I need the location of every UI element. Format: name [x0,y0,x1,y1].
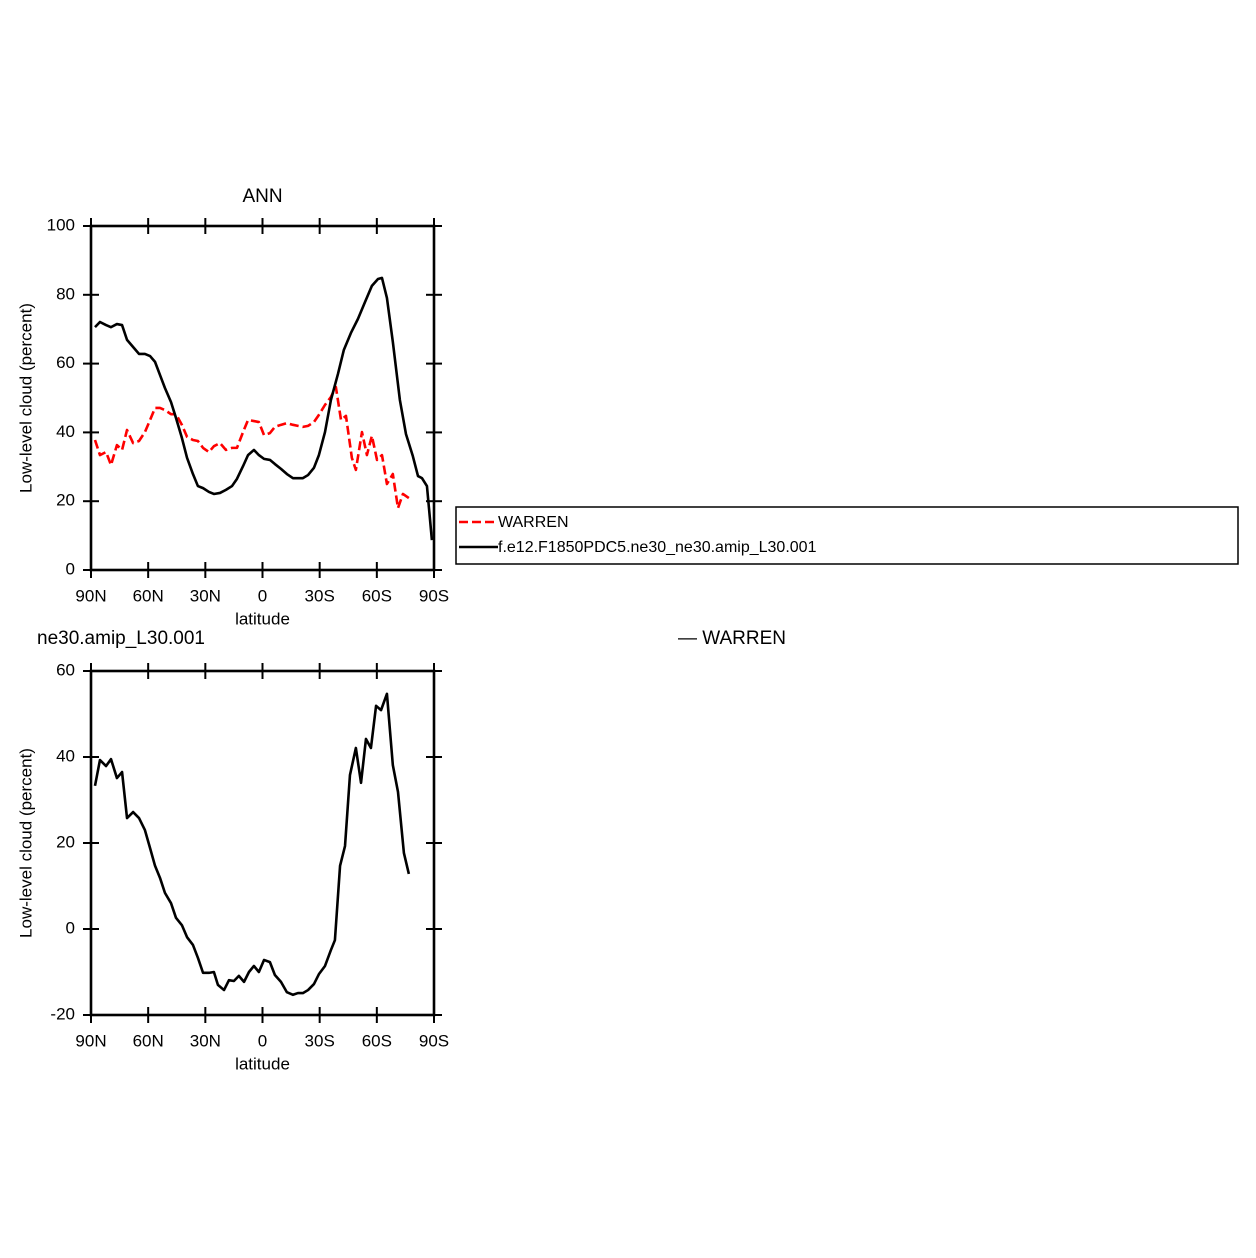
legend-label: WARREN [498,514,569,531]
x-tick-label: 30N [190,586,221,605]
x-tick-label: 30S [305,1031,335,1050]
y-tick-label: 40 [56,746,75,765]
y-tick-label: 100 [47,215,75,234]
data-line [93,692,411,997]
x-axis-label: latitude [235,609,290,628]
y-tick-label: 0 [66,918,75,937]
x-tick-label: 90S [419,1031,449,1050]
x-tick-label: 90N [75,1031,106,1050]
y-tick-label: 40 [56,422,75,441]
legend-box [455,506,1239,565]
x-tick-label: 90S [419,586,449,605]
chart-title: ne30.amip_L30.001 [37,628,205,649]
x-tick-label: 90N [75,586,106,605]
legend-label: f.e12.F1850PDC5.ne30_ne30.amip_L30.001 [498,539,817,556]
y-tick-label: 80 [56,284,75,303]
plot: ANN 0 20 40 60 80 100 90N 60N 30N 0 30S 60S 90S latitu… [16,186,449,628]
plot: ne30.amip_L30.001 — WARREN -20 0 20 40 60 90N 60… [16,628,786,1073]
x-tick-label: 60N [133,1031,164,1050]
x-tick-label: 0 [258,1031,267,1050]
y-tick-label: 60 [56,660,75,679]
plot-frame [89,669,436,1017]
x-axis-label: latitude [235,1054,290,1073]
chart-subtitle: — WARREN [678,628,786,649]
y-axis-label: Low-level cloud (percent) [16,303,35,493]
legend: WARREN f.e12.F1850PDC5.ne30_ne30.amip_L30… [455,506,1239,565]
y-axis-label: Low-level cloud (percent) [16,748,35,938]
data-line [94,276,434,541]
x-tick-label: 30S [305,586,335,605]
x-tick-label: 60N [133,586,164,605]
y-tick-label: 60 [56,353,75,372]
y-tick-label: 0 [66,559,75,578]
chart-title: ANN [242,186,282,207]
x-tick-label: 0 [258,586,267,605]
data-line [93,385,410,510]
x-tick-label: 30N [190,1031,221,1050]
y-tick-label: -20 [50,1004,75,1023]
y-tick-label: 20 [56,832,75,851]
y-tick-label: 20 [56,491,75,510]
x-tick-label: 60S [362,1031,392,1050]
plot-frame [89,224,436,572]
x-tick-label: 60S [362,586,392,605]
